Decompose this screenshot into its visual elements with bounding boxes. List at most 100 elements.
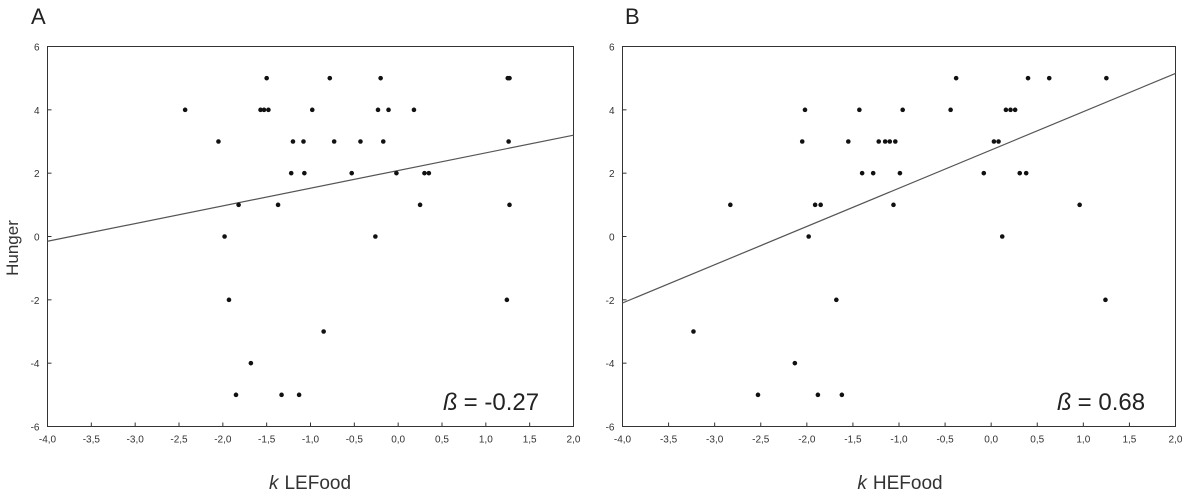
- panel-a-data-point: [394, 171, 399, 176]
- panel-b-data-point: [1004, 108, 1009, 113]
- panel-a-y-ticks: -6 -4 -2 0 2 4 6: [31, 43, 52, 434]
- panel-a-x-tick-label: -1,5: [258, 435, 276, 446]
- panel-b-x-tick-label: -2,0: [798, 435, 816, 446]
- panel-a-data-point: [279, 393, 284, 398]
- panel-b-x-ticks: -4,0 -3,5 -3,0 -2,5 -2,0 -1,5 -1,0 -0,5 0,0 0,5 1,…: [614, 423, 1183, 446]
- panel-b-y-tick-label: 2: [609, 169, 615, 180]
- panel-b-data-point: [883, 139, 888, 144]
- panel-a-x-tick-label: 2,0: [567, 435, 581, 446]
- panel-b-y-ticks: -6 -4 -2 0 2 4 6: [606, 43, 627, 434]
- panel-a-beta-annotation: ß = -0.27: [443, 389, 539, 416]
- panel-a-data-point: [264, 76, 269, 81]
- panel-a-beta-symbol: ß: [443, 389, 458, 416]
- panel-b: B -4,0 -3,5 -3,0 -2,5 -2,0 -1,5 -1,0 -0,5 0,0 0,5…: [606, 4, 1183, 494]
- panel-b-x-tick-label: -1,0: [890, 435, 908, 446]
- panel-a-x-tick-label: 1,5: [523, 435, 537, 446]
- panel-b-beta-value: = 0.68: [1078, 389, 1145, 416]
- panel-b-x-axis-title: k HEFood: [857, 473, 942, 494]
- panel-b-data-point: [1008, 108, 1013, 113]
- panel-b-y-tick-label: -6: [606, 423, 615, 434]
- panel-a-data-point: [321, 329, 326, 334]
- panel-a-data-point: [301, 139, 306, 144]
- panel-a-data-point: [234, 393, 239, 398]
- panel-b-data-point: [793, 361, 798, 366]
- panel-b-label: B: [625, 4, 640, 29]
- panel-a-x-tick-label: -3,5: [83, 435, 101, 446]
- panel-a-y-tick-label: 4: [34, 106, 40, 117]
- panel-a-data-point: [349, 171, 354, 176]
- panel-b-data-point: [1077, 203, 1082, 208]
- panel-a-y-tick-label: 0: [34, 233, 40, 244]
- panel-a-data-point: [418, 203, 423, 208]
- panel-b-data-point: [954, 76, 959, 81]
- panel-b-x-tick-label: -3,5: [660, 435, 678, 446]
- panel-a-regression-line: [48, 135, 574, 241]
- panel-b-data-point: [840, 393, 845, 398]
- panel-a-y-tick-label: -4: [31, 359, 40, 370]
- panel-a-data-point: [327, 76, 332, 81]
- y-axis-title: Hunger: [3, 220, 22, 276]
- panel-a-data-point: [297, 393, 302, 398]
- panel-a-data-point: [505, 298, 510, 303]
- panel-b-data-point: [1000, 234, 1005, 239]
- panel-a-x-tick-label: -2,5: [170, 435, 188, 446]
- panel-a-data-point: [216, 139, 221, 144]
- panel-b-data-point: [981, 171, 986, 176]
- panel-b-regression-line: [623, 73, 1176, 303]
- panel-a-data-point: [183, 108, 188, 113]
- panel-b-data-point: [1017, 171, 1022, 176]
- panel-b-data-point: [813, 203, 818, 208]
- panel-a-data-point: [249, 361, 254, 366]
- panel-b-data-point: [900, 108, 905, 113]
- panel-a-data-point: [222, 234, 227, 239]
- panel-b-data-point: [891, 203, 896, 208]
- panel-a-data-point: [310, 108, 315, 113]
- panel-b-x-tick-label: 2,0: [1169, 435, 1183, 446]
- panel-b-data-point: [834, 298, 839, 303]
- panel-a-data-point: [378, 76, 383, 81]
- panel-a-data-point: [332, 139, 337, 144]
- panel-a-x-tick-label: -4,0: [39, 435, 57, 446]
- panel-a-data-point: [266, 108, 271, 113]
- panel-b-plot-frame: [623, 47, 1176, 427]
- panel-b-x-tick-label: -0,5: [936, 435, 954, 446]
- panel-b-data-point: [803, 108, 808, 113]
- panel-b-y-tick-label: 6: [609, 43, 615, 54]
- panel-b-data-point: [756, 393, 761, 398]
- panel-b-x-tick-label: 0,0: [984, 435, 998, 446]
- panel-b-data-point: [1024, 171, 1029, 176]
- panel-a-data-point: [262, 108, 267, 113]
- panel-b-data-point: [1104, 76, 1109, 81]
- panel-b-data-point: [948, 108, 953, 113]
- panel-a-data-point: [291, 139, 296, 144]
- panel-a: A -4,0 -3,5 -3,0 -2,5 -2,0 -1,5 -1,0 -0,5 0,0 0,5…: [31, 4, 581, 494]
- panel-b-data-point: [1103, 298, 1108, 303]
- panel-a-x-tick-label: -0,5: [346, 435, 364, 446]
- panel-a-x-axis-name: LEFood: [284, 473, 351, 494]
- panel-b-x-axis-name: HEFood: [873, 473, 943, 494]
- panel-a-plot-frame: [48, 47, 574, 427]
- panel-b-data-point: [992, 139, 997, 144]
- panel-a-beta-value: = -0.27: [464, 389, 539, 416]
- panel-b-data-point: [996, 139, 1001, 144]
- panel-a-x-tick-label: -2,0: [214, 435, 232, 446]
- panel-a-data-point: [506, 139, 511, 144]
- panel-b-x-tick-label: 1,5: [1122, 435, 1136, 446]
- panel-a-data-point: [289, 171, 294, 176]
- panel-a-points: [183, 76, 512, 397]
- panel-b-data-point: [860, 171, 865, 176]
- panel-b-y-tick-label: -2: [606, 296, 615, 307]
- panel-b-data-point: [1047, 76, 1052, 81]
- panel-b-x-axis-k: k: [857, 473, 868, 494]
- panel-a-data-point: [236, 203, 241, 208]
- panel-b-data-point: [728, 203, 733, 208]
- panel-b-data-point: [857, 108, 862, 113]
- panel-a-label: A: [31, 4, 46, 29]
- panel-b-y-tick-label: 4: [609, 106, 615, 117]
- panel-a-data-point: [427, 171, 432, 176]
- panel-a-data-point: [373, 234, 378, 239]
- panel-b-data-point: [816, 393, 821, 398]
- panel-b-x-tick-label: -1,5: [844, 435, 862, 446]
- panel-b-data-point: [691, 329, 696, 334]
